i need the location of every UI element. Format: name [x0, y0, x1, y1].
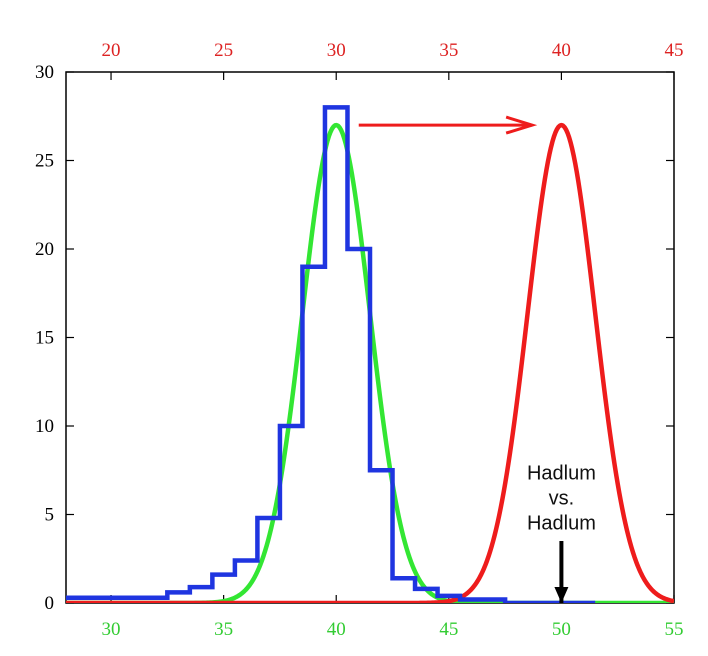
y-tick-label: 5	[45, 505, 55, 526]
x-tick-label-bottom: 50	[552, 619, 571, 640]
annotation-text: vs.	[549, 488, 575, 510]
histogram-bar	[393, 578, 416, 603]
annotation-text: Hadlum	[527, 513, 596, 535]
y-tick-label: 0	[45, 593, 55, 614]
histogram-bar	[302, 267, 325, 603]
annotation-text: Hadlum	[527, 463, 596, 485]
x-tick-label-bottom: 45	[439, 619, 458, 640]
x-tick-label-top: 45	[665, 40, 684, 61]
histogram-bar	[370, 470, 393, 603]
x-tick-label-top: 20	[102, 40, 121, 61]
y-tick-label: 25	[35, 151, 54, 172]
y-tick-label: 15	[35, 328, 54, 349]
x-tick-label-top: 25	[214, 40, 233, 61]
x-tick-label-top: 35	[439, 40, 458, 61]
x-tick-label-bottom: 55	[665, 619, 684, 640]
red-arrow-head	[505, 115, 538, 135]
y-tick-label: 20	[35, 239, 54, 260]
x-tick-label-bottom: 40	[327, 619, 346, 640]
series-layer	[66, 105, 674, 603]
y-tick-label: 30	[35, 62, 54, 83]
x-tick-label-top: 40	[552, 40, 571, 61]
annotation-layer: Hadlum vs. Hadlum	[358, 115, 596, 603]
red-curve	[66, 122, 674, 603]
histogram-bar	[325, 107, 348, 603]
y-tick-label: 10	[35, 416, 54, 437]
x-tick-label-bottom: 30	[102, 619, 121, 640]
axes: 0 5 10 15 20 25 30 30 35 40 45 50 55 20 25 30 35 40 45	[35, 40, 684, 640]
black-arrow-head	[554, 587, 569, 603]
histogram-outline	[66, 105, 596, 603]
x-tick-label-bottom: 35	[214, 619, 233, 640]
x-tick-label-top: 30	[327, 40, 346, 61]
